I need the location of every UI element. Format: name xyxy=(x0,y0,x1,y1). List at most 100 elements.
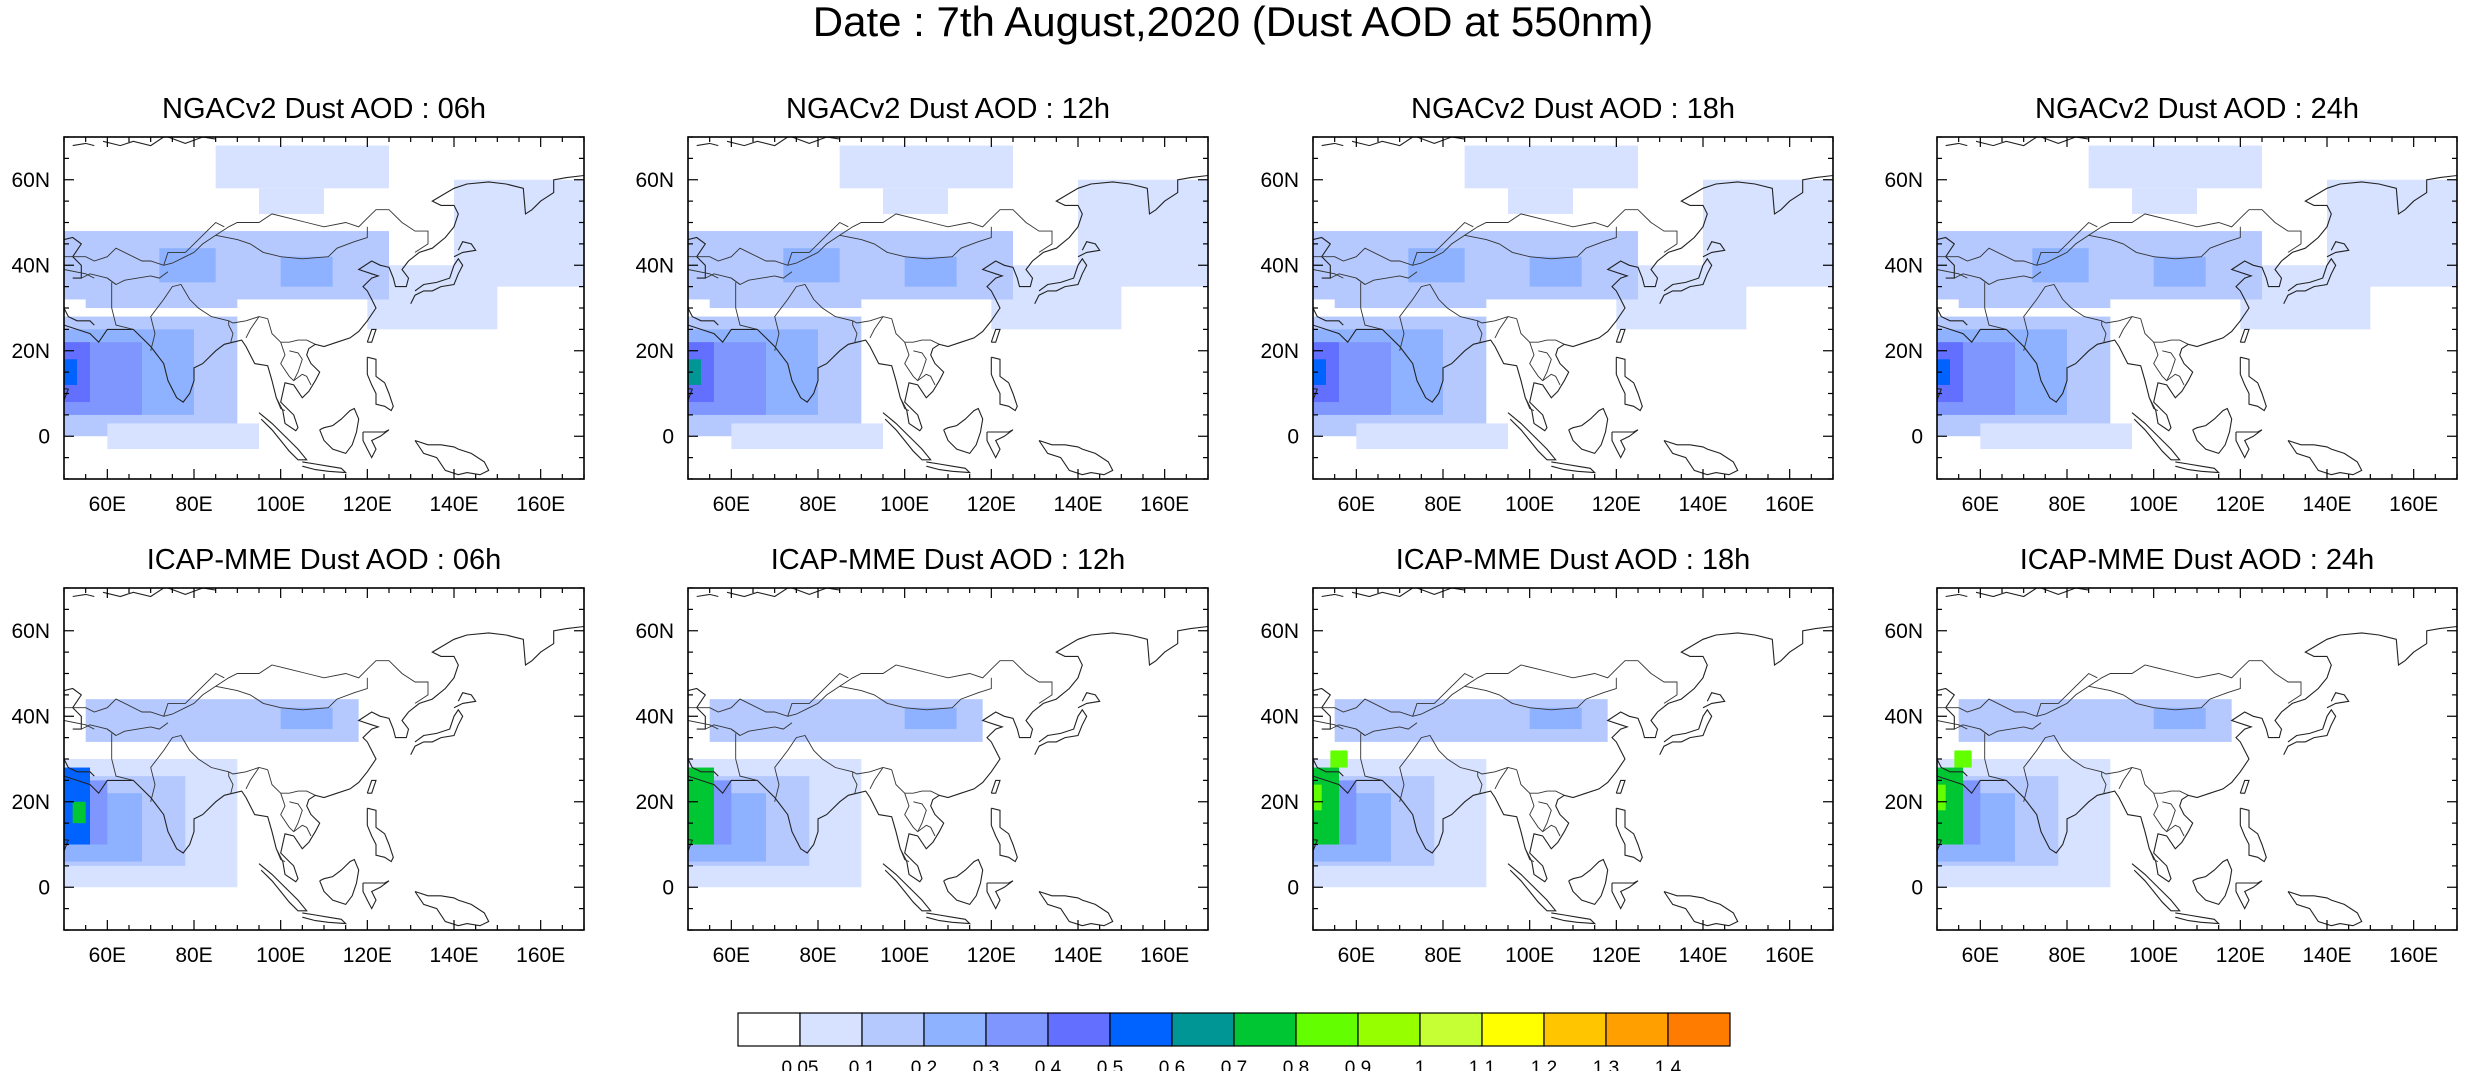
coastline xyxy=(990,328,1001,343)
country-border xyxy=(1516,769,1565,796)
country-border xyxy=(1313,269,1344,279)
country-border xyxy=(688,269,719,279)
coastline xyxy=(791,588,840,595)
map-content xyxy=(1937,588,2457,930)
dust-cell xyxy=(64,359,77,385)
country-border xyxy=(1477,771,1483,794)
country-border xyxy=(1524,397,1535,412)
colorbar-label: 1.2 xyxy=(1531,1058,1557,1071)
dust-cell xyxy=(215,145,389,189)
map-content xyxy=(1313,580,1833,930)
country-border xyxy=(2148,397,2159,412)
x-tick-label: 60E xyxy=(713,493,750,516)
dust-cell xyxy=(1980,423,2132,450)
dust-cell xyxy=(783,248,840,283)
coastline xyxy=(64,387,70,401)
x-tick-label: 160E xyxy=(1765,944,1814,967)
coastline xyxy=(1077,241,1101,258)
country-border xyxy=(1984,282,2007,330)
y-tick-label: 0 xyxy=(1911,425,1923,448)
country-border xyxy=(869,767,884,790)
country-border xyxy=(215,226,368,260)
coastline xyxy=(2239,328,2250,343)
dust-cell xyxy=(72,801,86,824)
dust-cell xyxy=(1313,359,1326,385)
coastline xyxy=(1065,128,1100,132)
coastline xyxy=(2283,708,2337,755)
country-border xyxy=(1937,269,1968,279)
x-tick-label: 140E xyxy=(1678,493,1727,516)
coastline xyxy=(1690,580,1725,584)
country-border xyxy=(2088,677,2241,711)
y-tick-label: 0 xyxy=(662,425,674,448)
country-border xyxy=(852,771,858,794)
coastline xyxy=(1611,880,1639,910)
coastline xyxy=(688,687,707,730)
coastline xyxy=(410,708,464,755)
coastline xyxy=(990,356,1018,412)
x-tick-label: 160E xyxy=(2389,944,2438,967)
colorbar-label: 0.2 xyxy=(911,1058,937,1071)
country-border xyxy=(245,767,260,790)
coastline xyxy=(696,593,719,598)
colorbar-label: 1.4 xyxy=(1655,1058,1682,1071)
x-tick-label: 140E xyxy=(2302,944,2351,967)
coastline xyxy=(986,429,1014,459)
coastline xyxy=(414,890,490,927)
x-tick-label: 60E xyxy=(1338,493,1375,516)
coastline xyxy=(366,779,377,794)
coastline xyxy=(688,387,694,401)
figure-title: Date : 7th August,2020 (Dust AOD at 550n… xyxy=(812,0,1654,45)
coastline xyxy=(688,758,719,777)
country-border xyxy=(2036,221,2098,266)
country-border xyxy=(1330,273,1366,285)
coastline xyxy=(1615,328,1626,343)
dust-cell xyxy=(1321,801,1335,824)
coastline xyxy=(2192,407,2233,455)
country-border xyxy=(1494,767,1509,790)
colorbar-swatch xyxy=(1233,1012,1297,1047)
country-border xyxy=(913,801,927,832)
colorbar: 0.05 0.1 0.2 0.3 0.4 0.5 0.6 0.7 0.8 0.9 1 1.1 1.2 1.… xyxy=(737,1012,1731,1071)
country-border xyxy=(705,724,741,736)
country-border xyxy=(1313,209,1678,266)
coastline xyxy=(258,412,308,461)
x-tick-label: 140E xyxy=(1678,944,1727,967)
colorbar-swatch xyxy=(1543,1012,1607,1047)
colorbar-swatch xyxy=(737,1012,801,1047)
country-border xyxy=(245,316,260,339)
coastline xyxy=(1937,758,1968,777)
coastline xyxy=(1065,580,1100,584)
coastline xyxy=(1663,439,1739,476)
coastline xyxy=(366,328,377,343)
x-tick-label: 140E xyxy=(2302,493,2351,516)
colorbar-label: 1 xyxy=(1415,1058,1426,1071)
coastline xyxy=(2040,588,2089,595)
dust-cell xyxy=(280,707,333,730)
country-border xyxy=(64,269,95,279)
country-border xyxy=(1399,283,1517,351)
coastline xyxy=(2239,807,2267,863)
dust-cell xyxy=(150,703,238,734)
x-tick-label: 80E xyxy=(799,944,836,967)
coastline xyxy=(688,625,1208,883)
country-border xyxy=(1360,282,1383,330)
country-border xyxy=(2153,793,2185,837)
coastline xyxy=(791,137,840,144)
country-border xyxy=(111,733,134,781)
country-border xyxy=(1330,724,1366,736)
x-tick-label: 140E xyxy=(429,493,478,516)
coastline xyxy=(1034,257,1088,304)
coastline xyxy=(1313,687,1332,730)
colorbar-swatch xyxy=(1295,1012,1359,1047)
colorbar-label: 1.3 xyxy=(1593,1058,1619,1071)
y-tick-label: 40N xyxy=(1260,705,1299,728)
coastline xyxy=(1937,307,1968,326)
coastline xyxy=(2326,241,2350,258)
coastline xyxy=(167,137,216,144)
dust-cell xyxy=(1508,188,1573,214)
coastline xyxy=(1937,625,2457,883)
country-border xyxy=(2140,318,2189,345)
country-border xyxy=(2148,848,2159,863)
country-border xyxy=(1529,793,1561,837)
